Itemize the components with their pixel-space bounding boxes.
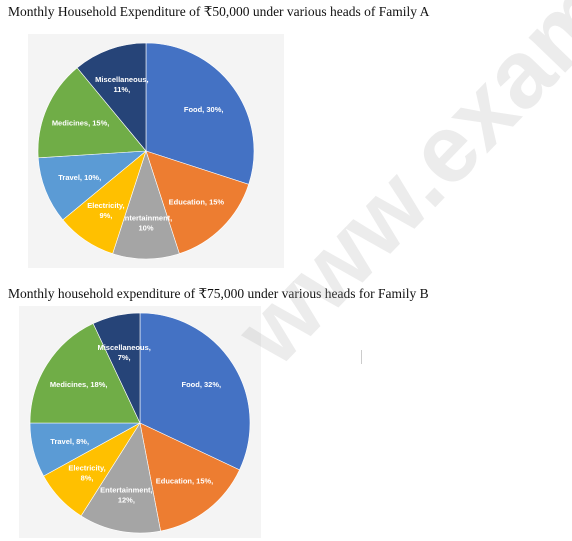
data-label-travel: Travel, 10%, (58, 173, 101, 182)
data-label-education: Education, 15% (169, 197, 225, 206)
data-label-entertainment: Entertainment, 12%, (100, 485, 153, 504)
slice-medicines (29, 323, 141, 424)
data-label-miscellaneous: Miscellaneous, 11%, (95, 75, 148, 94)
slice-entertainment (80, 422, 161, 534)
slice-education (145, 150, 250, 255)
pie-chart-family-a: Food, 30%, Education, 15% Entertainment, 10… (37, 42, 255, 260)
slice-education (139, 422, 240, 532)
pie-chart-family-b: Food, 32%, Education, 15%,Entertainment, 1… (29, 312, 251, 534)
chart-a-panel: Food, 30%, Education, 15% Entertainment, 10… (28, 34, 284, 268)
slice-medicines (37, 67, 147, 159)
data-label-travel: Travel, 8%, (50, 437, 89, 446)
data-label-food: Food, 32%, (182, 380, 222, 389)
chart-b-title: Monthly household expenditure of ₹75,000… (8, 286, 429, 301)
data-label-food: Food, 30%, (184, 105, 224, 114)
slice-food (145, 42, 255, 185)
data-label-medicines: Medicines, 15%, (52, 119, 110, 128)
chart-a-title: Monthly Household Expenditure of ₹50,000… (8, 4, 430, 19)
stray-mark (361, 350, 362, 364)
data-label-education: Education, 15%, (156, 476, 214, 485)
data-label-electricity: Electricity, 8%, (68, 464, 105, 483)
chart-b-panel: Food, 32%, Education, 15%, Entertainment, 1… (19, 306, 261, 538)
slice-miscellaneous (92, 312, 141, 424)
data-label-electricity: Electricity, 9%, (87, 201, 124, 220)
data-label-miscellaneous: Miscellaneous, 7%, (97, 343, 150, 362)
data-label-medicines: Medicines, 18%, (50, 380, 108, 389)
slice-food (139, 312, 251, 471)
data-label-entertainment: Entertainment, 10% (120, 213, 173, 232)
slice-miscellaneous (76, 42, 147, 152)
